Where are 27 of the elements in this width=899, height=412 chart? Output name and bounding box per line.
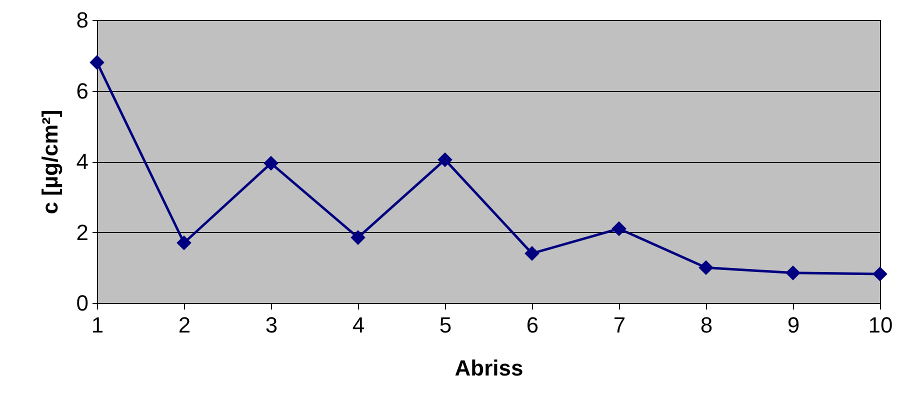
point bbox=[786, 266, 800, 280]
x-tick-label: 9 bbox=[787, 312, 800, 338]
y-axis-title: c [µg/cm²] bbox=[37, 110, 62, 214]
y-tick-label: 0 bbox=[76, 290, 88, 316]
x-tick-label: 10 bbox=[868, 312, 893, 338]
point bbox=[612, 221, 626, 236]
y-tick-label: 8 bbox=[76, 8, 88, 32]
point bbox=[264, 156, 278, 171]
x-tick-label: 7 bbox=[613, 312, 626, 338]
point bbox=[524, 246, 540, 261]
x-tick-label: 1 bbox=[91, 312, 104, 338]
point bbox=[90, 55, 104, 70]
x-axis-title: Abriss bbox=[454, 356, 524, 380]
x-tick-label: 6 bbox=[526, 312, 539, 338]
x-tick-label: 3 bbox=[265, 312, 278, 338]
x-tick-label: 8 bbox=[700, 312, 713, 338]
point bbox=[350, 230, 366, 245]
point bbox=[438, 152, 452, 168]
point bbox=[176, 235, 192, 250]
x-tick-label: 4 bbox=[352, 312, 365, 338]
y-tick-label: 6 bbox=[76, 78, 88, 104]
x-tick-label: 5 bbox=[439, 312, 452, 338]
point bbox=[872, 266, 888, 282]
point bbox=[698, 260, 714, 276]
x-tick-label: 2 bbox=[178, 312, 191, 338]
y-tick-label: 4 bbox=[76, 149, 88, 174]
y-tick-label: 2 bbox=[76, 220, 88, 245]
